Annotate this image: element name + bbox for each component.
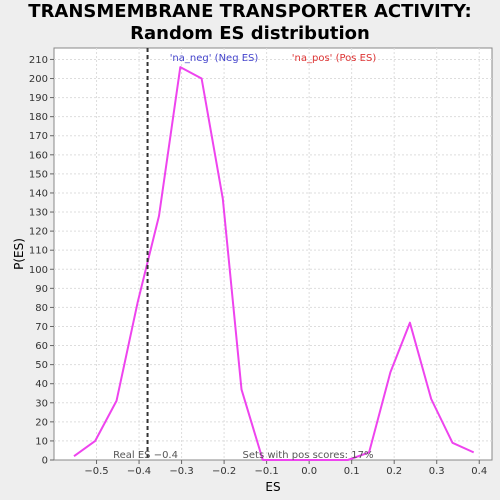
y-tick-label: 20 (35, 417, 48, 428)
y-tick-label: 10 (35, 436, 48, 447)
y-axis-title: P(ES) (12, 238, 26, 270)
x-tick-label: −0.2 (212, 466, 236, 477)
y-tick-label: 170 (29, 131, 48, 142)
annotations: Real ES −0.4 'na_neg' (Neg ES) 'na_pos' (P… (113, 48, 376, 461)
y-tick-label: 50 (35, 360, 48, 371)
y-tick-label: 80 (35, 303, 48, 314)
y-tick-label: 140 (29, 188, 48, 199)
x-tick-label: 0.1 (344, 466, 360, 477)
series (73, 66, 475, 461)
grid (54, 48, 492, 460)
x-axis-title: ES (265, 480, 280, 494)
neg-es-label: 'na_neg' (Neg ES) (170, 53, 259, 64)
axes: 0 10 20 30 40 50 60 70 80 90 100 110 120 130 140 150 160… (12, 55, 487, 494)
x-tick-label: 0.0 (301, 466, 317, 477)
series-line (73, 66, 475, 461)
y-tick-label: 60 (35, 341, 48, 352)
y-tick-label: 30 (35, 398, 48, 409)
x-tick-label: 0.4 (471, 466, 487, 477)
y-tick-label: 150 (29, 169, 48, 180)
plot-area (53, 47, 493, 461)
x-tick-label: 0.3 (429, 466, 445, 477)
y-tick-label: 70 (35, 322, 48, 333)
x-tick-label: −0.1 (254, 466, 278, 477)
y-tick-label: 0 (42, 456, 48, 467)
y-tick-label: 160 (29, 150, 48, 161)
y-tick-label: 200 (29, 74, 48, 85)
x-tick-label: −0.5 (84, 466, 108, 477)
real-es-label: Real ES −0.4 (113, 450, 178, 461)
y-tick-label: 120 (29, 227, 48, 238)
pos-scores-label: Sets with pos scores: 17% (243, 450, 374, 461)
x-tick-label: 0.2 (386, 466, 402, 477)
y-tick-label: 190 (29, 93, 48, 104)
pos-es-label: 'na_pos' (Pos ES) (292, 53, 377, 64)
y-tick-label: 40 (35, 379, 48, 390)
x-tick-label: −0.3 (169, 466, 193, 477)
y-tick-label: 210 (29, 55, 48, 66)
y-tick-label: 100 (29, 265, 48, 276)
y-tick-label: 110 (29, 246, 48, 257)
y-tick-label: 90 (35, 284, 48, 295)
chart-title: TRANSMEMBRANE TRANSPORTER ACTIVITY: Rand… (28, 1, 472, 44)
x-tick-label: −0.4 (127, 466, 151, 477)
y-tick-label: 180 (29, 112, 48, 123)
y-tick-label: 130 (29, 208, 48, 219)
